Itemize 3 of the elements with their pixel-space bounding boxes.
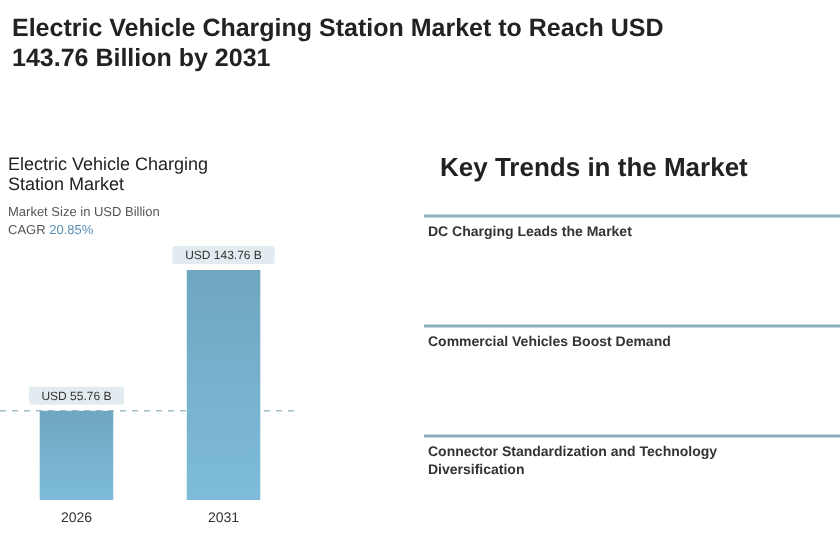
text: Key Trends in the Market	[440, 152, 750, 182]
text: Electric Vehicle Charging Station Market to Reach USD 143.76 Billion by 2031	[12, 14, 664, 72]
chart-title: Electric Vehicle Charging Station Market	[8, 154, 209, 194]
